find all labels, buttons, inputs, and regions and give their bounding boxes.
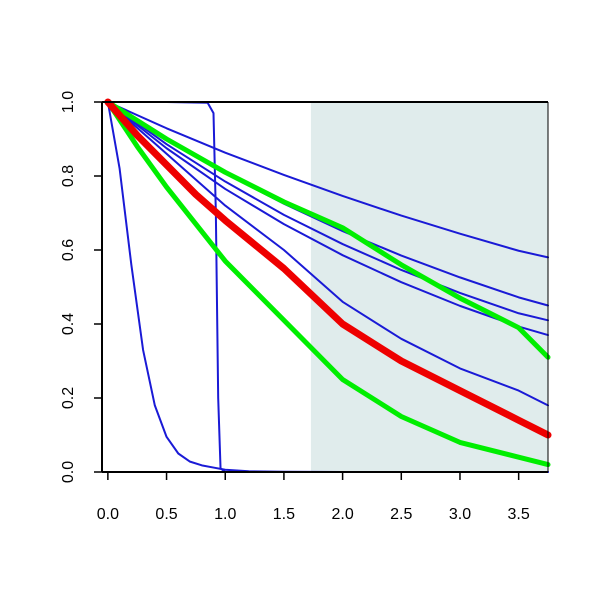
- series-line-3: [106, 101, 549, 259]
- x-tick-label: 2.0: [331, 506, 353, 523]
- y-axis: 0.0 0.2 0.4 0.6 0.8 1.0: [60, 91, 102, 483]
- y-tick-label: 1.0: [60, 91, 77, 113]
- x-axis: 0.0 0.5 1.0 1.5 2.0 2.5 3.0 3.5: [97, 472, 530, 523]
- series-line-7: [106, 101, 549, 407]
- x-tick-label: 0.5: [155, 506, 177, 523]
- y-tick-label: 0.2: [60, 387, 77, 409]
- series-line-5: [106, 101, 549, 322]
- x-tick-label: 1.5: [273, 506, 295, 523]
- series-line-8: [105, 99, 551, 360]
- axes-layer: [101, 101, 549, 473]
- x-tick-label: 0.0: [97, 506, 119, 523]
- y-tick-label: 0.0: [60, 461, 77, 483]
- y-tick-label: 0.8: [60, 165, 77, 187]
- x-tick-label: 3.0: [449, 506, 471, 523]
- series-layer: [104, 98, 552, 473]
- y-tick-label: 0.4: [60, 313, 77, 335]
- shaded-region-layer: [310, 102, 548, 472]
- series-line-10: [104, 98, 552, 439]
- shaded-region: [310, 102, 548, 472]
- x-tick-label: 3.5: [508, 506, 530, 523]
- x-tick-label: 2.5: [390, 506, 412, 523]
- y-tick-label: 0.6: [60, 239, 77, 261]
- series-line-9: [105, 99, 551, 468]
- x-tick-label: 1.0: [214, 506, 236, 523]
